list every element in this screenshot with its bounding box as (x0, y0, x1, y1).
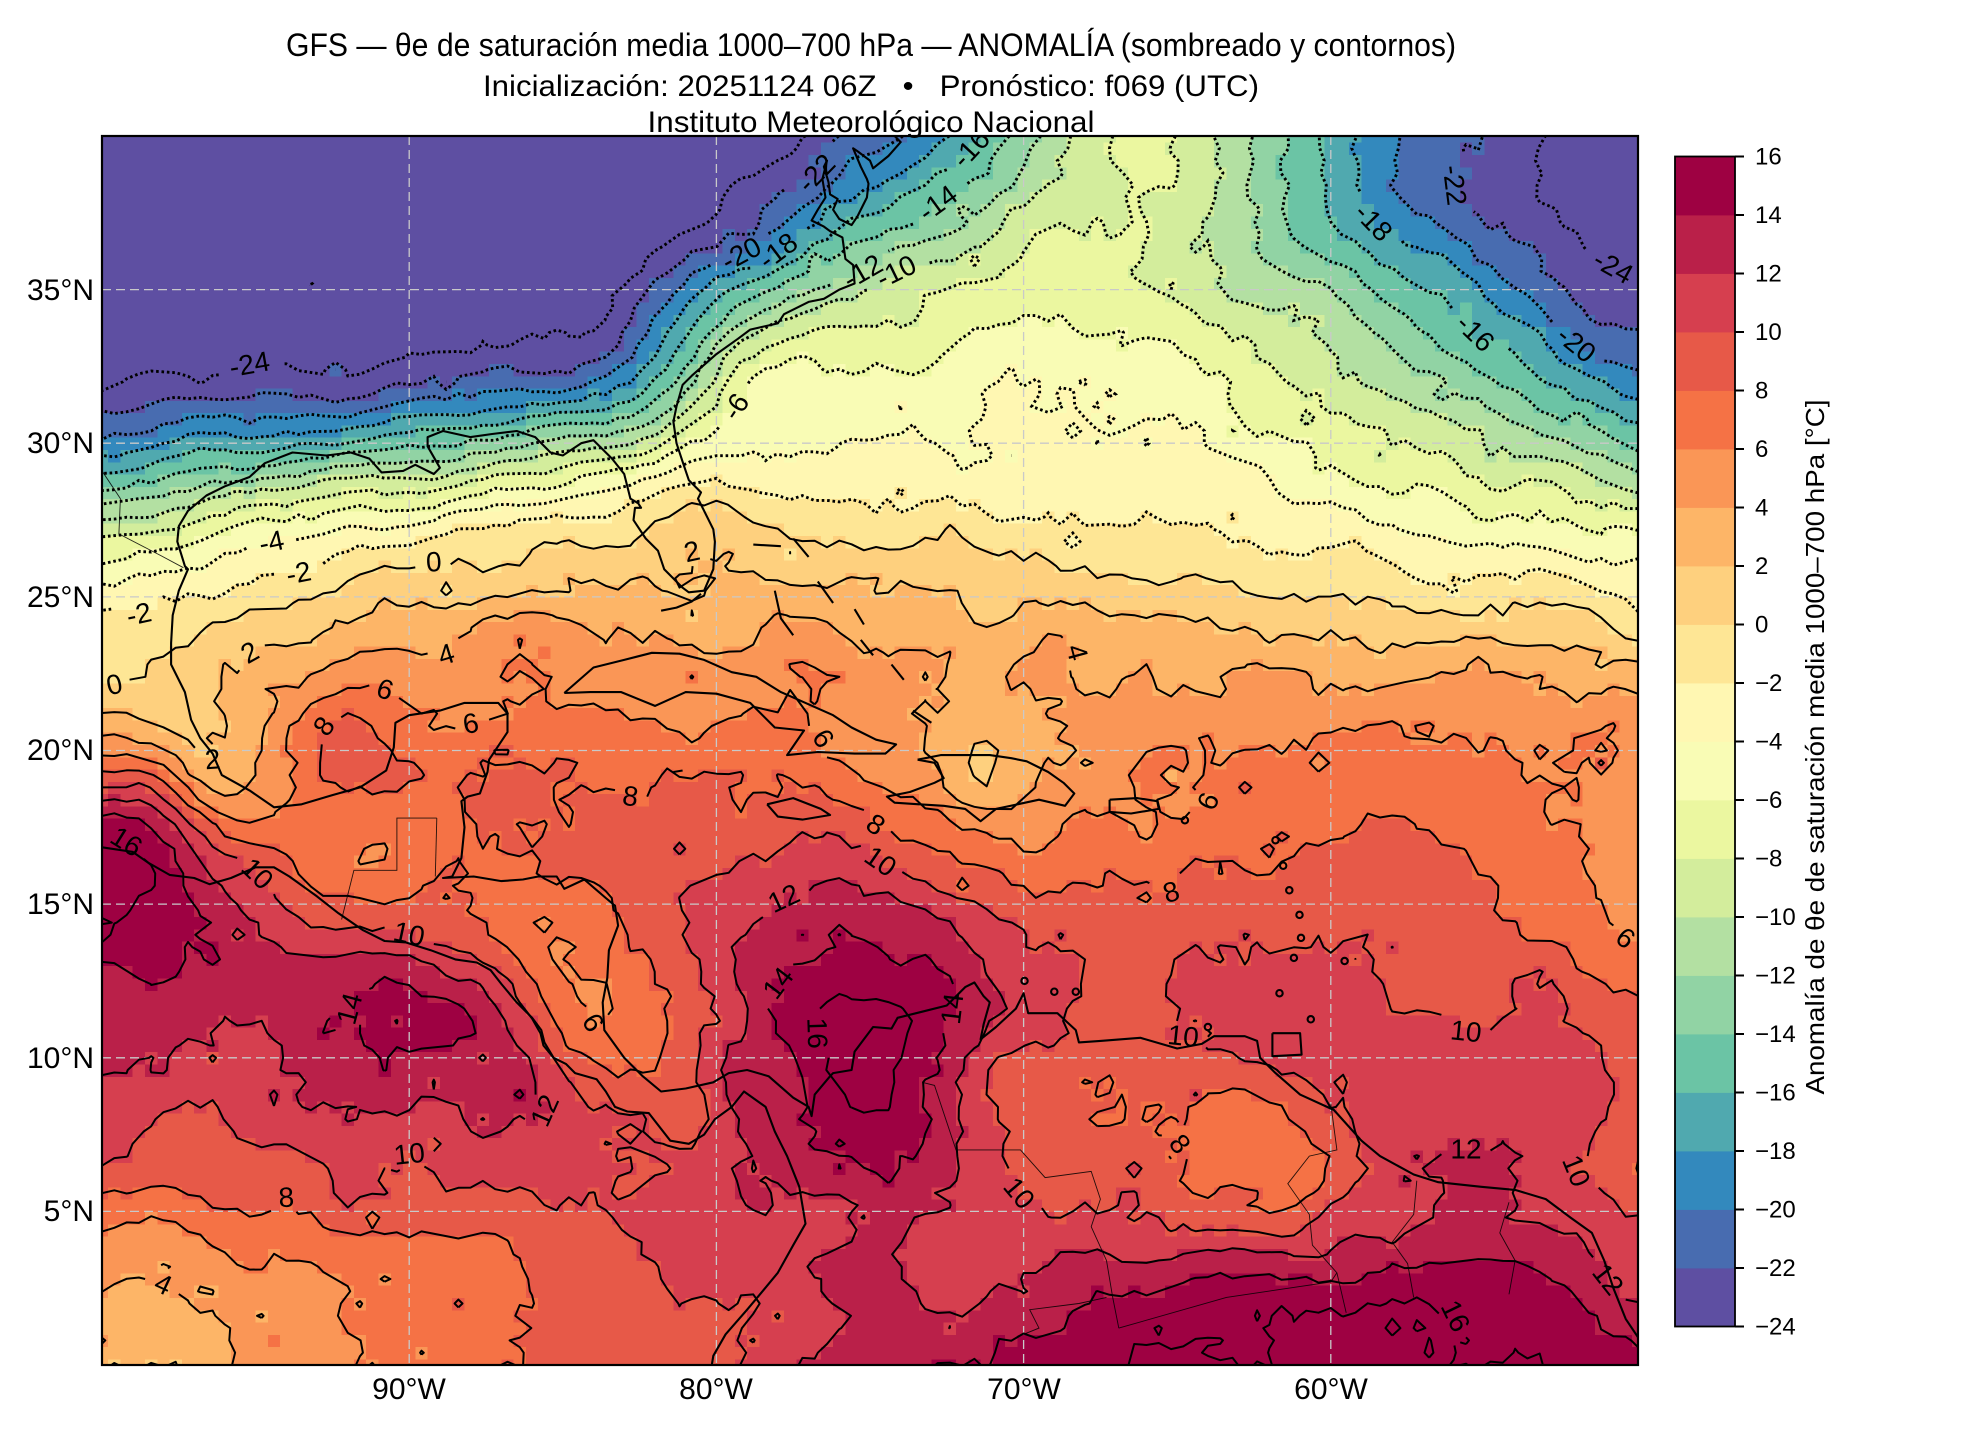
svg-text:Anomalía de θe de saturación m: Anomalía de θe de saturación media 1000–… (1800, 399, 1830, 1094)
svg-text:80°W: 80°W (679, 1373, 753, 1406)
svg-text:30°N: 30°N (27, 427, 94, 460)
svg-text:8: 8 (278, 1181, 295, 1213)
svg-text:12: 12 (1450, 1133, 1481, 1164)
svg-text:−4: −4 (1755, 729, 1782, 756)
svg-text:−18: −18 (1755, 1138, 1796, 1165)
svg-text:-24: -24 (227, 345, 272, 383)
svg-text:10: 10 (1755, 319, 1782, 346)
svg-text:70°W: 70°W (987, 1373, 1061, 1406)
svg-text:0: 0 (1755, 612, 1768, 639)
svg-text:16: 16 (801, 1017, 833, 1049)
svg-text:−22: −22 (1755, 1255, 1796, 1282)
svg-text:-2: -2 (283, 555, 313, 590)
svg-text:0: 0 (103, 668, 125, 702)
svg-text:2: 2 (1755, 553, 1768, 580)
svg-text:4: 4 (1060, 641, 1094, 664)
svg-text:35°N: 35°N (27, 274, 94, 307)
svg-text:10: 10 (1449, 1014, 1483, 1048)
svg-text:−16: −16 (1755, 1080, 1796, 1107)
svg-text:−24: −24 (1755, 1314, 1796, 1341)
svg-text:−14: −14 (1755, 1021, 1796, 1048)
svg-text:6: 6 (460, 707, 481, 740)
svg-text:14: 14 (935, 991, 970, 1026)
svg-text:10°N: 10°N (27, 1042, 94, 1075)
svg-text:25°N: 25°N (27, 581, 94, 614)
svg-text:15°N: 15°N (27, 888, 94, 921)
svg-text:−6: −6 (1755, 787, 1782, 814)
svg-text:Inicialización: 20251124 06Z: Inicialización: 20251124 06Z • Pronóstic… (483, 70, 1259, 103)
svg-text:−10: −10 (1755, 904, 1796, 931)
svg-text:Instituto Meteorológico Nacion: Instituto Meteorológico Nacional (648, 106, 1095, 139)
svg-text:0: 0 (425, 546, 442, 578)
svg-text:60°W: 60°W (1294, 1373, 1368, 1406)
svg-text:14: 14 (1755, 202, 1782, 229)
svg-text:10: 10 (392, 1137, 426, 1171)
svg-text:−20: −20 (1755, 1197, 1796, 1224)
svg-text:8: 8 (1755, 378, 1768, 405)
svg-text:12: 12 (1755, 261, 1782, 288)
svg-text:2: 2 (204, 743, 222, 775)
svg-text:20°N: 20°N (27, 734, 94, 767)
svg-text:5°N: 5°N (44, 1195, 94, 1228)
svg-text:-22: -22 (1437, 163, 1473, 207)
svg-text:10: 10 (391, 916, 428, 953)
svg-text:6: 6 (1755, 436, 1768, 463)
svg-text:4: 4 (1755, 495, 1768, 522)
svg-text:90°W: 90°W (372, 1373, 446, 1406)
svg-text:8: 8 (620, 780, 640, 813)
svg-text:−12: −12 (1755, 963, 1796, 990)
svg-text:−8: −8 (1755, 846, 1782, 873)
svg-text:−2: −2 (1755, 670, 1782, 697)
svg-text:10: 10 (1166, 1019, 1200, 1053)
svg-text:2: 2 (681, 535, 703, 569)
svg-text:GFS — θe de saturación media 1: GFS — θe de saturación media 1000–700 hP… (286, 27, 1456, 63)
svg-text:16: 16 (1755, 144, 1782, 171)
